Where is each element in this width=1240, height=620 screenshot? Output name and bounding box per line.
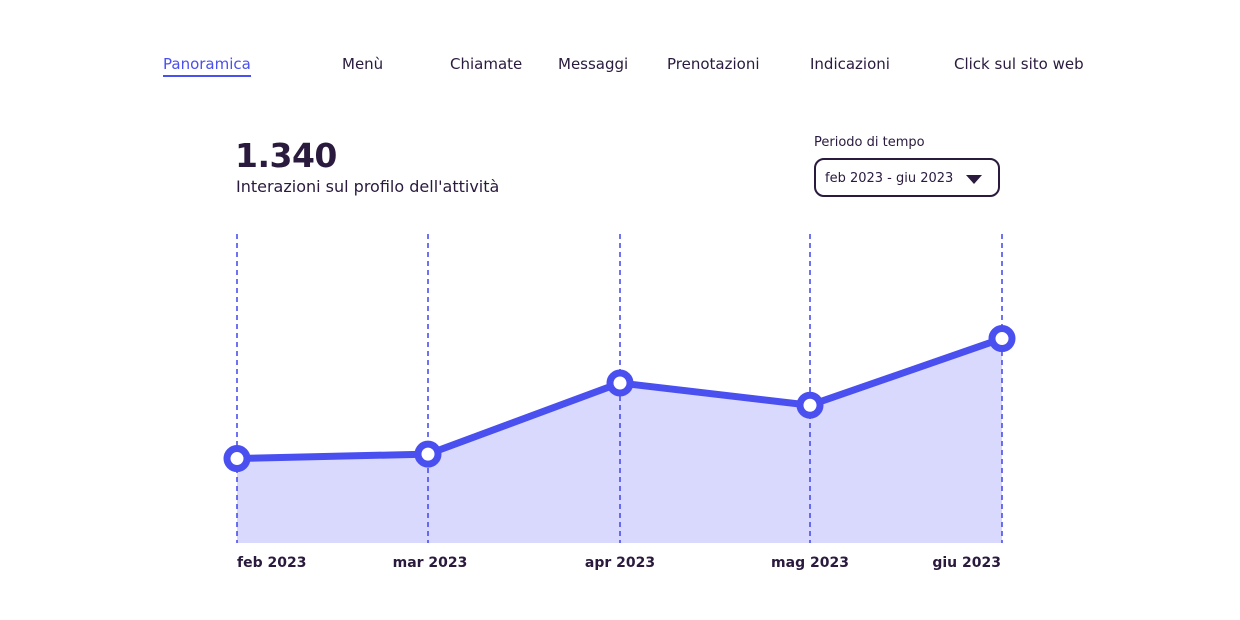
tab-indicazioni[interactable]: Indicazioni [810, 55, 890, 73]
tab-panoramica[interactable]: Panoramica [163, 54, 251, 77]
x-tick-label: mag 2023 [771, 555, 849, 571]
x-tick-label: mar 2023 [393, 555, 468, 571]
data-point-1 [223, 445, 251, 473]
period-selected-value: feb 2023 - giu 2023 [825, 171, 954, 186]
tab-menu[interactable]: Menù [342, 55, 384, 73]
data-point-2 [414, 440, 442, 468]
period-dropdown[interactable]: feb 2023 - giu 2023 [814, 158, 1000, 197]
data-point-5 [988, 325, 1016, 353]
period-label: Periodo di tempo [814, 135, 925, 150]
tab-prenotazioni[interactable]: Prenotazioni [667, 55, 760, 73]
data-point-4 [796, 391, 824, 419]
tab-click-sito-web[interactable]: Click sul sito web [954, 55, 1084, 73]
metric-label: Interazioni sul profilo dell'attività [236, 177, 500, 196]
tab-bar: Panoramica Menù Chiamate Messaggi Prenot… [0, 0, 1240, 90]
x-tick-label: giu 2023 [932, 555, 1001, 571]
area-fill [237, 338, 1002, 543]
data-point-3 [606, 369, 634, 397]
tab-chiamate[interactable]: Chiamate [450, 55, 523, 73]
x-tick-label: apr 2023 [585, 555, 655, 571]
tab-messaggi[interactable]: Messaggi [558, 55, 629, 73]
metric-value: 1.340 [235, 136, 337, 175]
chevron-down-icon [966, 175, 982, 184]
x-tick-label: feb 2023 [237, 555, 306, 571]
